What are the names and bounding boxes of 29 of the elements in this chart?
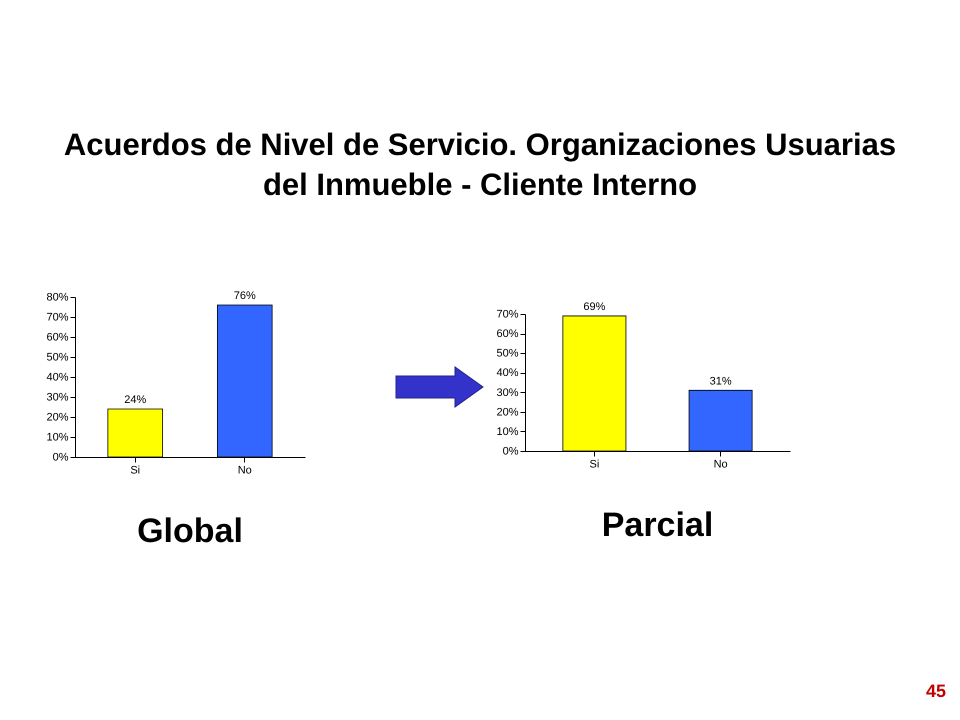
- y-tick-label: 50%: [496, 348, 519, 360]
- data-label: 76%: [234, 290, 256, 302]
- y-tick-label: 70%: [496, 308, 519, 320]
- y-tick-label: 20%: [496, 406, 519, 418]
- y-tick-label: 70%: [46, 312, 69, 324]
- y-tick-label: 10%: [46, 432, 69, 444]
- text: 45: [926, 681, 946, 702]
- x-tick-label: No: [714, 458, 728, 470]
- text: Acuerdos de Nivel de Servicio. Organizaciones Usuarias del Inmueble - Cliente Interno: [62, 126, 898, 204]
- y-tick-label: 80%: [46, 292, 69, 304]
- data-label: 31%: [710, 375, 732, 388]
- data-label: 24%: [124, 394, 146, 406]
- data-label: 69%: [583, 300, 606, 313]
- y-tick-label: 40%: [496, 367, 519, 380]
- x-axis-title: Parcial: [602, 506, 714, 544]
- x-tick-label: Si: [590, 458, 600, 470]
- x-tick-label: No: [238, 464, 252, 476]
- y-tick-label: 60%: [496, 328, 519, 340]
- x-axis-title: Global: [137, 512, 243, 550]
- y-tick-label: 40%: [46, 372, 69, 384]
- y-tick-label: 30%: [46, 392, 69, 404]
- y-tick-label: 10%: [496, 426, 519, 438]
- y-tick-label: 60%: [46, 332, 69, 344]
- y-tick-label: 20%: [46, 412, 69, 424]
- y-tick-label: 30%: [496, 386, 519, 399]
- y-tick-label: 0%: [52, 452, 69, 464]
- y-tick-label: 50%: [46, 352, 69, 364]
- y-tick-label: 0%: [502, 446, 519, 458]
- x-tick-label: Si: [130, 464, 140, 476]
